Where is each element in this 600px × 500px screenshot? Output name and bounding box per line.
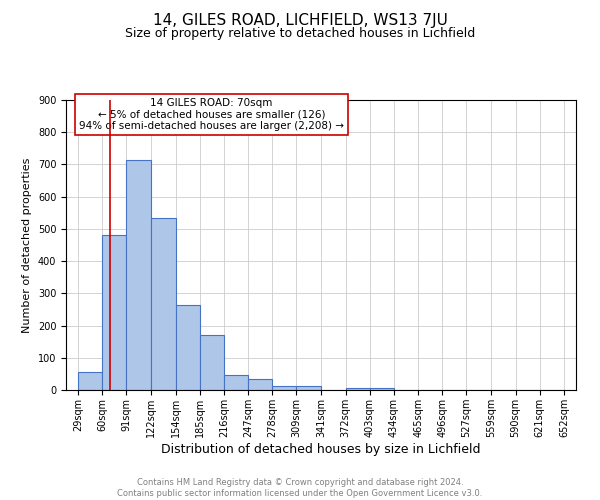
Y-axis label: Number of detached properties: Number of detached properties: [22, 158, 32, 332]
Bar: [127, 160, 151, 390]
Bar: [370, 388, 394, 390]
Bar: [296, 386, 322, 390]
X-axis label: Distribution of detached houses by size in Lichfield: Distribution of detached houses by size …: [161, 442, 481, 456]
Bar: [224, 375, 248, 390]
Bar: [151, 218, 176, 390]
Bar: [78, 372, 102, 390]
Bar: [176, 304, 200, 390]
Bar: [102, 236, 127, 390]
Bar: [248, 378, 272, 390]
Text: Contains HM Land Registry data © Crown copyright and database right 2024.
Contai: Contains HM Land Registry data © Crown c…: [118, 478, 482, 498]
Text: 14 GILES ROAD: 70sqm
← 5% of detached houses are smaller (126)
94% of semi-detac: 14 GILES ROAD: 70sqm ← 5% of detached ho…: [79, 98, 344, 131]
Text: Size of property relative to detached houses in Lichfield: Size of property relative to detached ho…: [125, 28, 475, 40]
Bar: [346, 388, 370, 390]
Text: 14, GILES ROAD, LICHFIELD, WS13 7JU: 14, GILES ROAD, LICHFIELD, WS13 7JU: [152, 12, 448, 28]
Bar: [272, 386, 296, 390]
Bar: [200, 335, 224, 390]
